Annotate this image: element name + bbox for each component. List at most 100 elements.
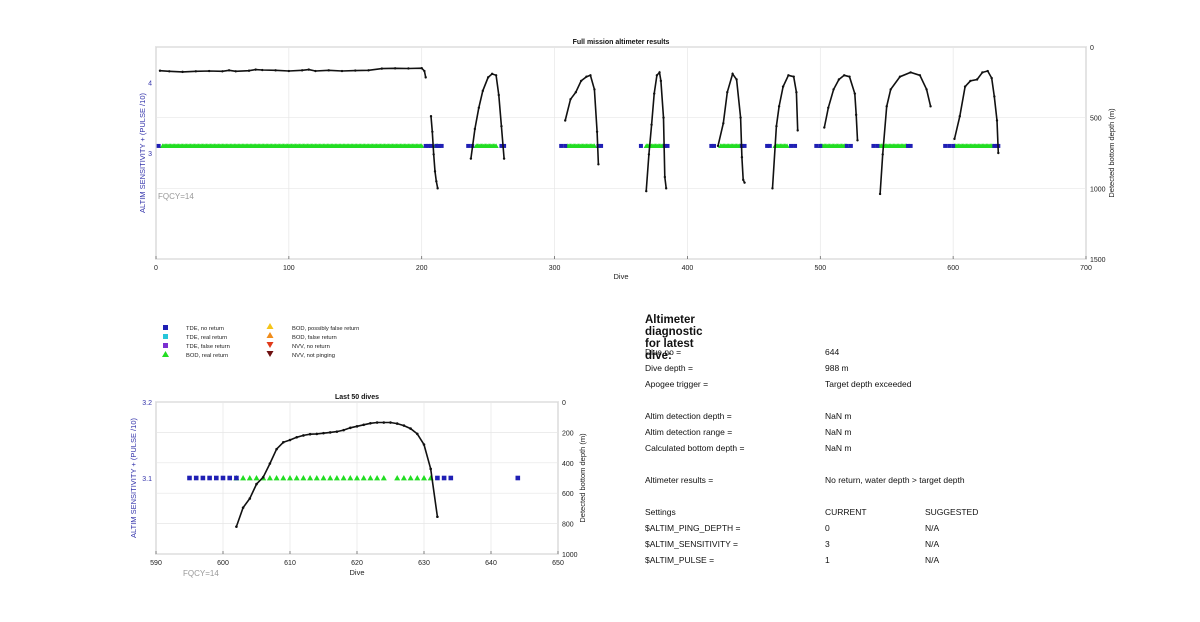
bottom-x-tick-label: 620 bbox=[351, 560, 363, 567]
setting-suggested: N/A bbox=[925, 539, 940, 549]
bottom-bod-markers bbox=[233, 475, 434, 481]
bottom-bod-marker bbox=[333, 475, 340, 481]
top-tde-marker bbox=[499, 143, 504, 148]
bottom-depth-point bbox=[328, 431, 332, 434]
top-depth-point bbox=[787, 74, 790, 77]
bottom-bod-marker bbox=[421, 475, 427, 481]
top-depth-point bbox=[490, 72, 494, 76]
top-x-tick-label: 500 bbox=[814, 265, 826, 272]
top-depth-point bbox=[429, 115, 433, 118]
top-tde-marker bbox=[951, 143, 956, 148]
setting-current: 0 bbox=[825, 523, 830, 533]
top-tde-marker bbox=[712, 143, 716, 148]
top-tde-marker bbox=[599, 143, 604, 148]
bottom-bod-marker bbox=[347, 475, 354, 481]
top-depth-point bbox=[854, 113, 858, 117]
bottom-bod-marker bbox=[273, 475, 280, 481]
apogee-value: Target depth exceeded bbox=[825, 379, 912, 389]
top-tde-marker bbox=[765, 143, 770, 148]
top-depth-point bbox=[969, 79, 972, 83]
bottom-tde-marker bbox=[220, 475, 226, 481]
legend-marker-tde-false-return bbox=[163, 343, 168, 348]
top-depth-point bbox=[254, 68, 257, 71]
dive-no-value: 644 bbox=[825, 347, 840, 357]
top-depth-point bbox=[881, 153, 884, 156]
top-depth-point bbox=[953, 137, 956, 141]
detection-depth-row: Altim detection depth = NaN m bbox=[645, 411, 1125, 423]
top-tde-marker bbox=[947, 143, 952, 148]
top-tde-marker bbox=[943, 143, 948, 148]
bottom-depth-point bbox=[235, 525, 238, 528]
bottom-x-tick-label: 640 bbox=[485, 560, 497, 567]
bottom-bod-marker bbox=[313, 475, 320, 481]
top-depth-point bbox=[878, 192, 882, 196]
bottom-x-tick-label: 610 bbox=[284, 560, 296, 567]
bottom-bod-marker bbox=[307, 475, 314, 481]
top-chart-title: Full mission altimeter results bbox=[573, 39, 670, 46]
top-bod-markers bbox=[160, 143, 996, 149]
top-tde-marker bbox=[814, 143, 819, 148]
results-value: No return, water depth > target depth bbox=[825, 475, 965, 485]
bottom-y-right-tick-label: 400 bbox=[562, 461, 574, 468]
legend-label-tde-false-return: TDE, false return bbox=[186, 344, 230, 350]
top-depth-point bbox=[473, 127, 477, 131]
legend-label-bod-real-return: BOD, real return bbox=[186, 353, 228, 359]
top-depth-point bbox=[997, 151, 1000, 155]
top-tde-marker bbox=[665, 143, 670, 148]
top-depth-point bbox=[158, 69, 162, 72]
top-depth-point bbox=[827, 106, 830, 109]
top-tde-marker bbox=[502, 143, 507, 148]
apogee-row: Apogee trigger = Target depth exceeded bbox=[645, 379, 1125, 391]
dive-depth-row: Dive depth = 988 m bbox=[645, 363, 1125, 375]
legend-label-bod-possibly-false: BOD, possibly false return bbox=[292, 326, 359, 332]
top-depth-point bbox=[435, 180, 438, 183]
top-depth-point bbox=[431, 130, 434, 133]
bottom-x-axis-label: Dive bbox=[349, 568, 364, 577]
bottom-x-tick-label: 590 bbox=[150, 560, 162, 567]
top-tde-marker bbox=[871, 143, 876, 148]
top-depth-point bbox=[194, 70, 198, 73]
bottom-y-right-tick-label: 200 bbox=[562, 430, 574, 437]
bottom-bod-marker bbox=[253, 475, 260, 481]
top-depth-lines bbox=[158, 67, 1000, 196]
bottom-depth-point bbox=[275, 447, 278, 451]
top-grid bbox=[155, 46, 1087, 260]
bottom-depth-point bbox=[389, 421, 392, 424]
bottom-bod-marker bbox=[407, 475, 414, 481]
bottom-tde-marker bbox=[193, 475, 199, 481]
top-depth-point bbox=[423, 69, 426, 73]
top-y-right-tick-label: 1500 bbox=[1090, 257, 1106, 264]
top-depth-point bbox=[502, 157, 506, 160]
bottom-chart-title: Last 50 dives bbox=[335, 394, 379, 401]
top-tde-marker bbox=[709, 143, 714, 148]
top-depth-point bbox=[497, 93, 500, 97]
top-tde-marker bbox=[818, 143, 823, 148]
bottom-depth-point bbox=[282, 440, 285, 444]
bottom-fqcy-annotation: FQCY=14 bbox=[183, 569, 219, 578]
top-depth-point bbox=[261, 68, 264, 72]
bottom-tde-marker bbox=[234, 475, 239, 481]
settings-header-row: Settings CURRENT SUGGESTED bbox=[645, 507, 1125, 519]
top-depth-point bbox=[795, 91, 798, 94]
settings-label: Settings bbox=[645, 507, 676, 517]
bottom-depth-point bbox=[302, 434, 305, 437]
top-depth-point bbox=[354, 69, 357, 72]
bottom-depth-point bbox=[409, 427, 412, 430]
detection-range-value: NaN m bbox=[825, 427, 852, 437]
top-depth-point bbox=[380, 67, 384, 70]
bottom-depth-point bbox=[395, 422, 399, 425]
top-fqcy-annotation: FQCY=14 bbox=[158, 192, 194, 201]
detection-depth-value: NaN m bbox=[825, 411, 852, 421]
last-50-dives-chart: 590 600 610 620 630 640 650 3.2 3.1 0 200 400 600 8… bbox=[129, 394, 587, 578]
top-tde-marker bbox=[789, 143, 794, 148]
top-depth-point bbox=[650, 123, 653, 126]
bottom-depth-point bbox=[261, 475, 265, 479]
top-depth-point bbox=[564, 119, 567, 122]
bottom-y-right-tick-label: 800 bbox=[562, 522, 574, 529]
detection-range-row: Altim detection range = NaN m bbox=[645, 427, 1125, 439]
top-tde-marker bbox=[905, 143, 910, 148]
top-depth-point bbox=[777, 105, 781, 108]
top-tde-marker bbox=[793, 143, 798, 148]
bottom-x-tick-label: 630 bbox=[418, 560, 430, 567]
